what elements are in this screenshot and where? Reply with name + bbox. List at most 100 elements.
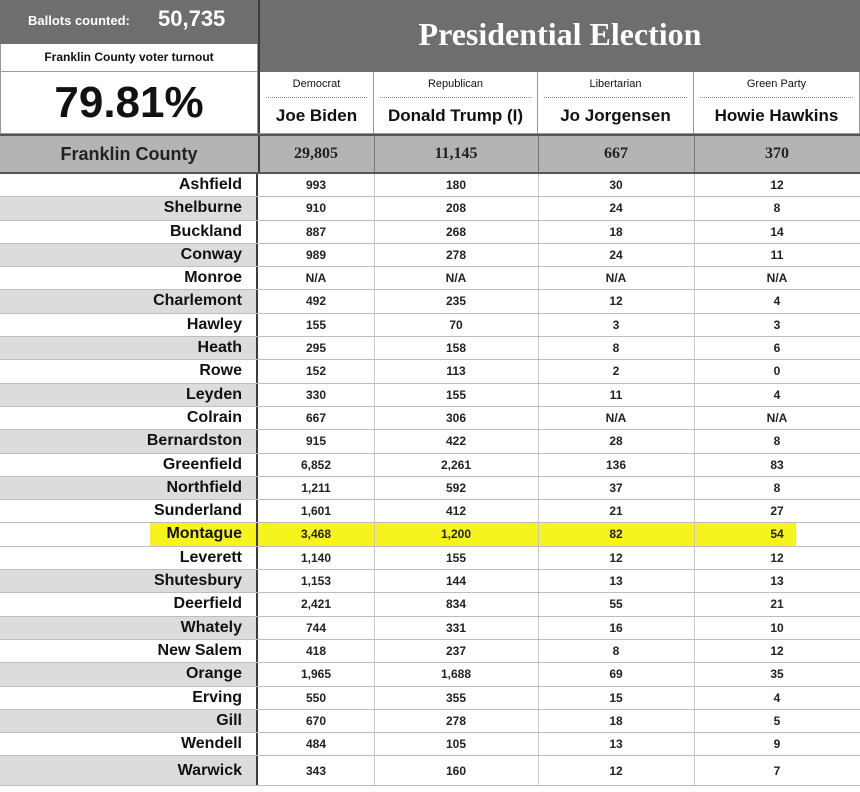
candidate-name: Joe Biden xyxy=(275,106,358,125)
column-divider xyxy=(694,337,695,360)
column-divider xyxy=(694,360,695,383)
column-divider xyxy=(694,136,695,172)
town-name: Monroe xyxy=(0,267,258,290)
table-row: Orange 1,965 1,688 69 35 xyxy=(0,663,860,687)
total-hawkins: 370 xyxy=(765,145,789,162)
vote-cell-biden: 910 xyxy=(305,201,327,216)
town-name: Orange xyxy=(0,663,258,686)
column-divider xyxy=(694,174,695,197)
column-divider xyxy=(538,197,539,220)
town-name: Conway xyxy=(0,243,258,267)
vote-cell-biden: 152 xyxy=(305,364,327,379)
column-divider xyxy=(538,313,539,337)
town-name: Deerfield xyxy=(0,593,258,616)
candidate-header-democrat: Democrat Joe Biden xyxy=(258,72,374,134)
column-divider xyxy=(374,406,375,430)
column-divider xyxy=(538,733,539,756)
vote-cell-hawkins: 11 xyxy=(770,247,784,262)
vote-cell-hawkins: 10 xyxy=(770,620,784,635)
column-divider xyxy=(374,756,375,786)
column-divider xyxy=(694,220,695,243)
column-divider xyxy=(694,383,695,406)
table-row: Hawley 155 70 3 3 xyxy=(0,313,860,338)
column-divider xyxy=(538,500,539,523)
vote-cell-hawkins: N/A xyxy=(766,271,788,286)
vote-cell-hawkins: 7 xyxy=(773,764,781,779)
vote-cell-trump: 268 xyxy=(445,224,467,239)
vote-cell-jorgensen: 8 xyxy=(612,643,620,658)
candidate-name: Jo Jorgensen xyxy=(560,106,671,125)
column-divider xyxy=(538,220,539,243)
table-row: Sunderland 1,601 412 21 27 xyxy=(0,500,860,524)
vote-cell-jorgensen: 16 xyxy=(609,620,623,635)
vote-cell-hawkins: 13 xyxy=(770,574,784,589)
table-row: Northfield 1,211 592 37 8 xyxy=(0,476,860,501)
vote-cell-hawkins: 5 xyxy=(773,713,781,728)
vote-cell-trump: 144 xyxy=(445,574,467,589)
vote-cell-hawkins: 27 xyxy=(770,504,784,519)
column-divider xyxy=(694,523,695,546)
vote-cell-jorgensen: 21 xyxy=(609,504,623,519)
header-divider xyxy=(544,97,687,98)
vote-cell-trump: 155 xyxy=(445,550,467,565)
vote-cell-hawkins: 83 xyxy=(770,457,784,472)
vote-cell-jorgensen: 18 xyxy=(609,224,623,239)
table-row: Heath 295 158 8 6 xyxy=(0,337,860,361)
vote-cell-trump: 306 xyxy=(445,410,467,425)
vote-cell-biden: 887 xyxy=(305,224,327,239)
vote-cell-jorgensen: 30 xyxy=(609,178,623,192)
vote-cell-hawkins: 8 xyxy=(773,434,781,449)
vote-cell-hawkins: 21 xyxy=(770,597,784,612)
column-divider xyxy=(374,546,375,570)
vote-cell-hawkins: 6 xyxy=(773,341,781,356)
column-divider xyxy=(694,686,695,709)
town-name: Hawley xyxy=(0,313,258,337)
vote-cell-biden: 295 xyxy=(305,341,327,356)
column-divider xyxy=(538,136,539,172)
candidate-header-green: Green Party Howie Hawkins xyxy=(694,72,860,134)
vote-cell-biden: 550 xyxy=(305,690,327,705)
column-divider xyxy=(538,360,539,383)
vote-cell-jorgensen: 12 xyxy=(609,294,623,309)
town-name: Rowe xyxy=(0,360,258,383)
table-row: Ashfield 993 180 30 12 xyxy=(0,174,860,198)
vote-cell-jorgensen: 15 xyxy=(609,690,623,705)
vote-cell-biden: 667 xyxy=(305,410,327,425)
vote-cell-jorgensen: N/A xyxy=(605,410,627,425)
column-divider xyxy=(374,337,375,360)
column-divider xyxy=(694,453,695,476)
table-row: Greenfield 6,852 2,261 136 83 xyxy=(0,453,860,477)
vote-cell-trump: 331 xyxy=(445,620,467,635)
ballots-counted-label: Ballots counted: xyxy=(28,13,130,28)
vote-cell-trump: 1,200 xyxy=(440,527,472,542)
column-divider xyxy=(374,686,375,709)
town-name: Greenfield xyxy=(0,453,258,476)
column-divider xyxy=(374,313,375,337)
vote-cell-jorgensen: 8 xyxy=(612,341,620,356)
page-title: Presidential Election xyxy=(418,16,702,52)
vote-cell-trump: 1,688 xyxy=(440,667,472,682)
town-name: New Salem xyxy=(0,639,258,663)
vote-cell-trump: 422 xyxy=(445,434,467,449)
column-divider xyxy=(538,639,539,663)
table-row: Shelburne 910 208 24 8 xyxy=(0,197,860,221)
vote-cell-jorgensen: 18 xyxy=(609,713,623,728)
table-row: Bernardston 915 422 28 8 xyxy=(0,430,860,454)
column-divider xyxy=(538,546,539,570)
column-divider xyxy=(694,709,695,733)
town-name: Ashfield xyxy=(0,174,258,197)
vote-cell-hawkins: 14 xyxy=(770,224,784,239)
vote-cell-trump: 592 xyxy=(445,480,467,495)
vote-cell-biden: 3,468 xyxy=(300,527,332,542)
table-row: Deerfield 2,421 834 55 21 xyxy=(0,593,860,617)
vote-cell-biden: 484 xyxy=(305,737,327,752)
total-trump: 11,145 xyxy=(434,145,478,162)
vote-cell-hawkins: 9 xyxy=(773,737,781,752)
vote-cell-jorgensen: 55 xyxy=(609,597,623,612)
header-divider xyxy=(266,97,367,98)
column-divider xyxy=(694,570,695,593)
column-divider xyxy=(374,136,375,172)
column-divider xyxy=(374,523,375,546)
column-divider xyxy=(374,639,375,663)
town-name: Bernardston xyxy=(0,430,258,453)
